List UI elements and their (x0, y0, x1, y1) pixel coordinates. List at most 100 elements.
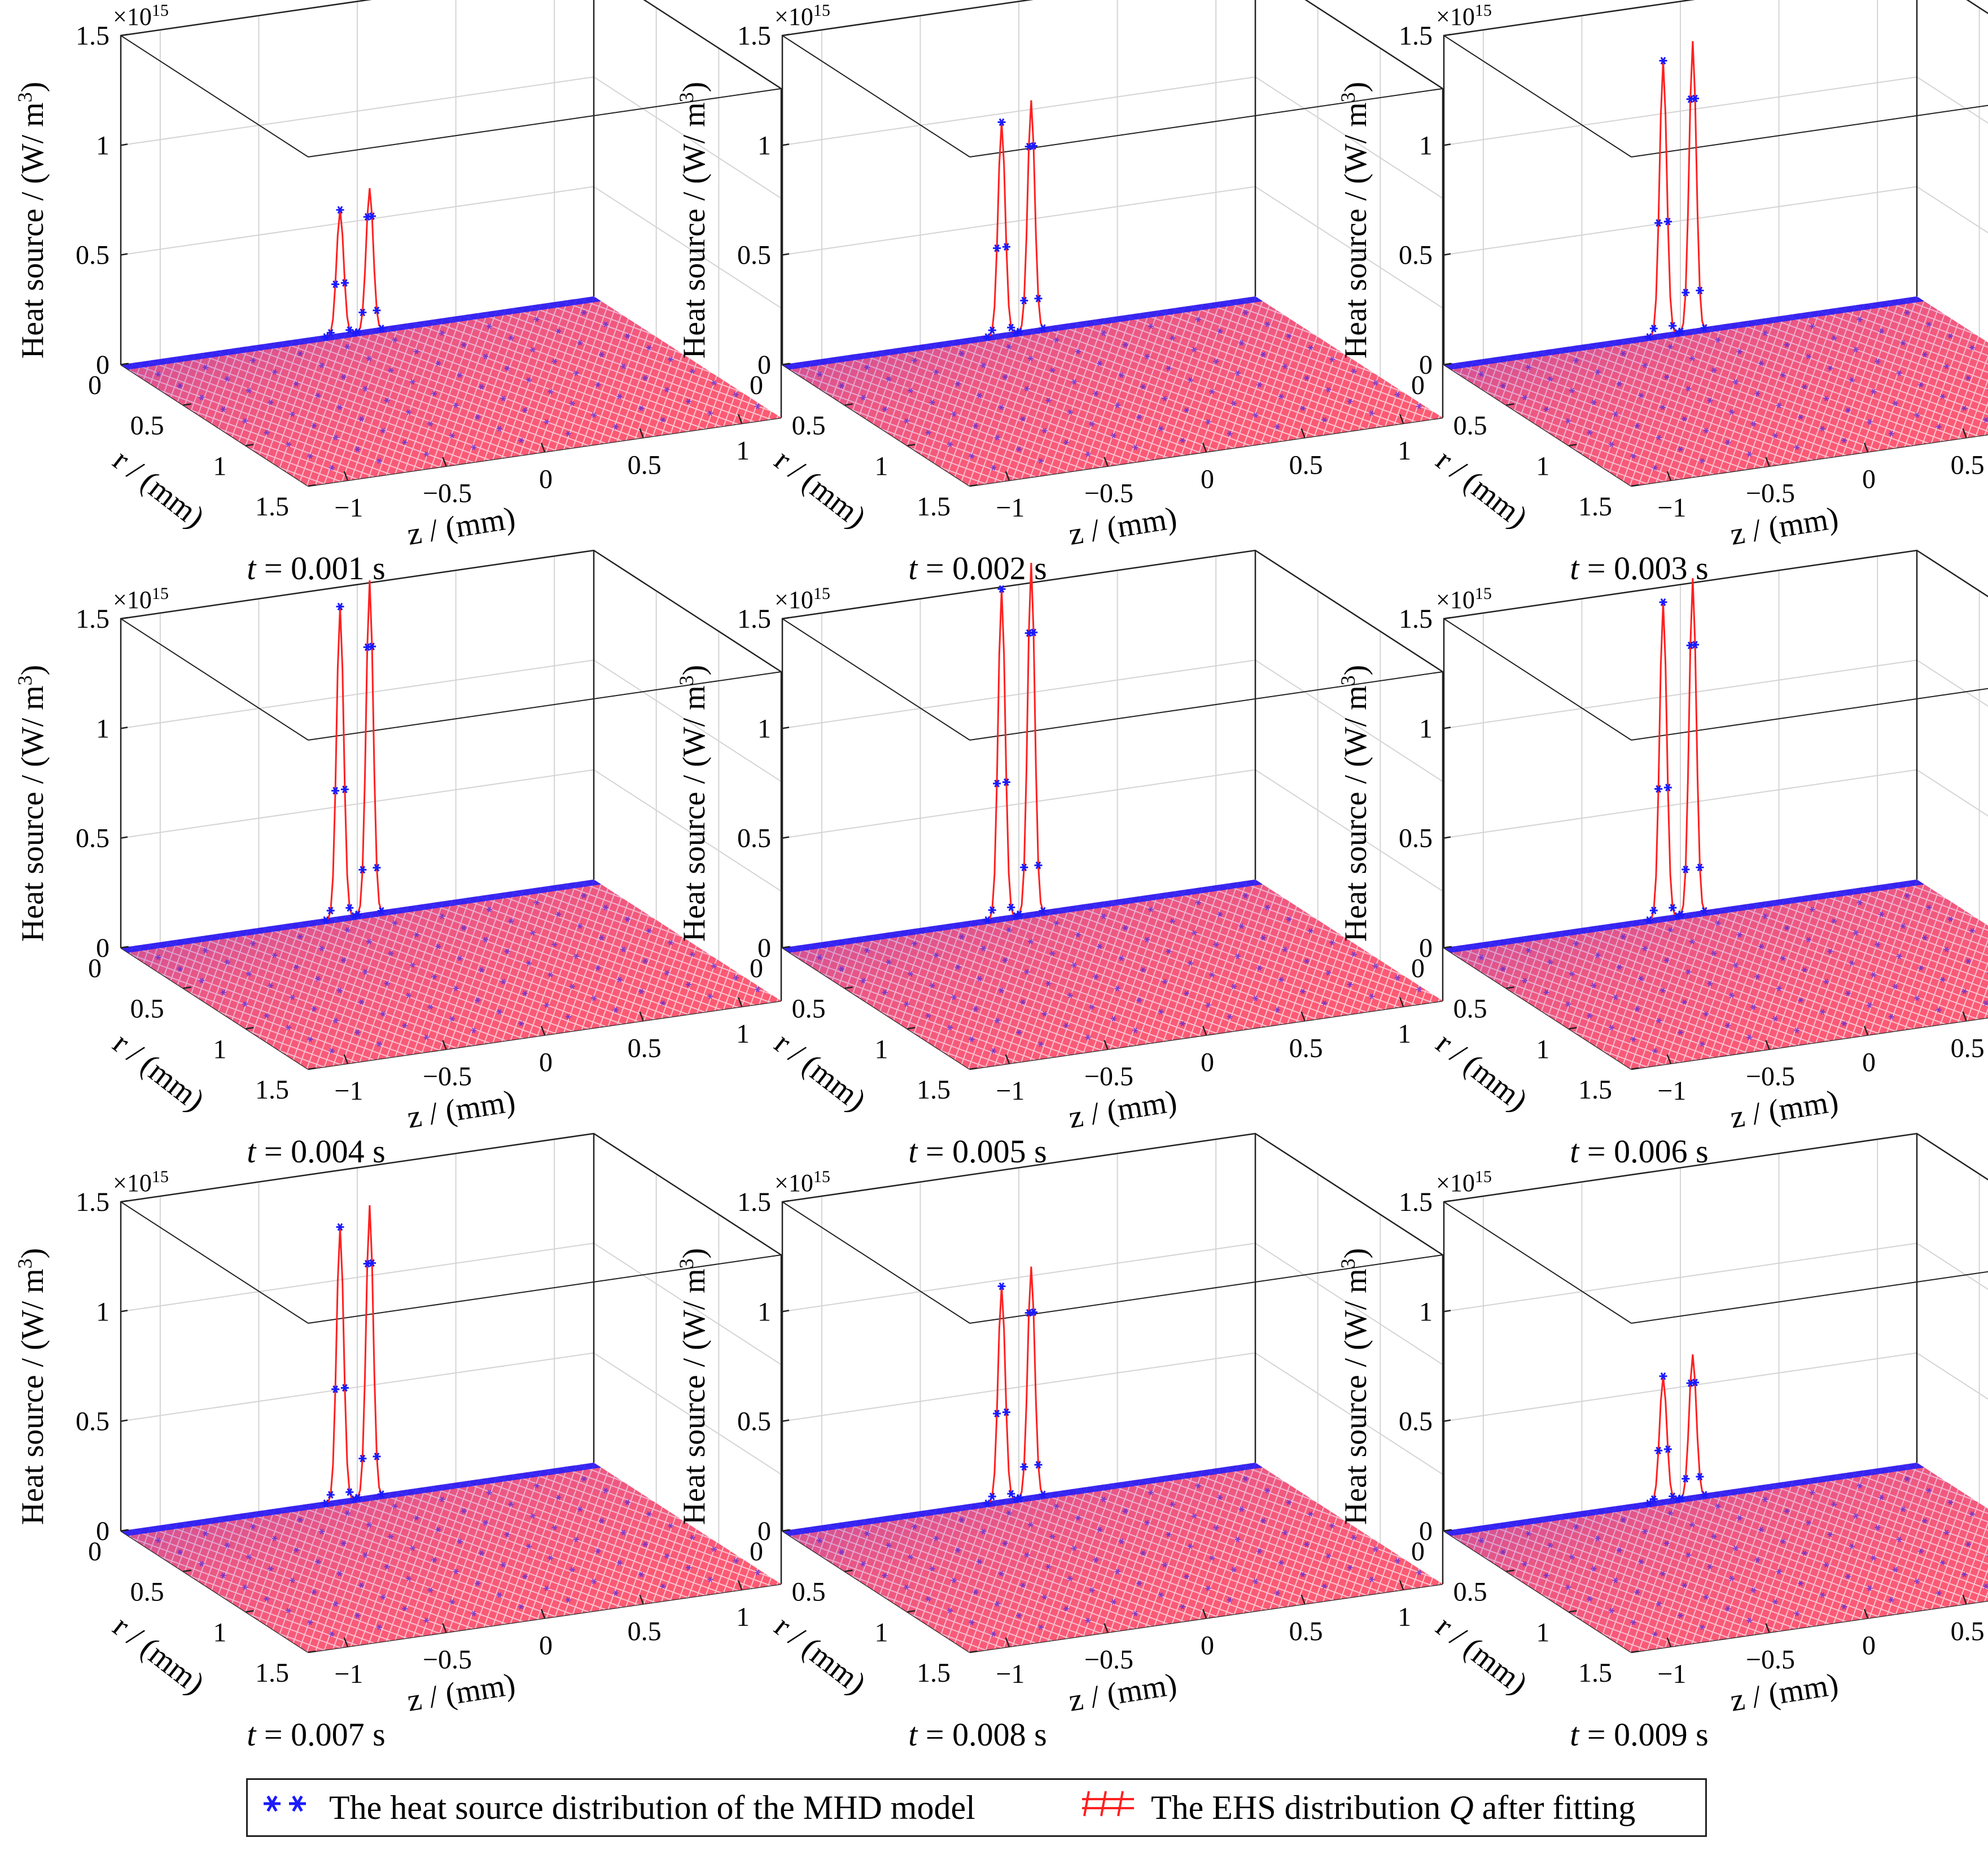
mhd-peak-marker-stroke (1697, 863, 1703, 872)
mhd-peak-marker-stroke (1683, 1475, 1689, 1483)
mhd-marker-stroke (1665, 374, 1669, 380)
ehs-peak-curve (355, 188, 384, 334)
mhd-marker-stroke (290, 994, 295, 1000)
mhd-marker-stroke (734, 1558, 738, 1564)
mhd-marker-stroke (509, 335, 513, 341)
mhd-marker-stroke (523, 407, 527, 413)
q-tick-label: 0.5 (1399, 824, 1433, 854)
unit-power: 3 (14, 92, 36, 102)
mhd-marker-stroke (345, 1510, 349, 1516)
exponent-label: ×1015 (113, 584, 169, 614)
mhd-marker-stroke (818, 1537, 822, 1543)
z-tick (1300, 428, 1306, 438)
mhd-marker-stroke (487, 907, 492, 912)
mhd-marker-stroke (861, 978, 865, 984)
ehs-peak-curve (354, 580, 384, 917)
mhd-marker-stroke (1149, 323, 1153, 329)
mhd-marker-stroke (1544, 1573, 1549, 1578)
mhd-marker-stroke (531, 930, 535, 936)
mhd-marker-stroke (1210, 1555, 1214, 1561)
z-tick-label: 1 (1398, 436, 1411, 466)
mhd-marker-stroke (1704, 428, 1708, 434)
mhd-marker-stroke (647, 1511, 651, 1517)
mhd-marker-stroke (1678, 1612, 1683, 1618)
mhd-marker-stroke (690, 951, 695, 957)
q-tick-label: 0 (96, 933, 110, 963)
mhd-marker-stroke (1879, 1494, 1884, 1500)
mhd-marker-stroke (367, 356, 371, 361)
r-tick-label: 1 (213, 1617, 226, 1647)
mhd-band (1444, 880, 1925, 953)
mhd-marker-stroke (432, 974, 436, 980)
mhd-marker-stroke (618, 393, 621, 400)
r-tick-label: 1 (1536, 1034, 1549, 1064)
mhd-marker-stroke (1417, 1569, 1421, 1576)
mhd-marker-stroke (578, 923, 583, 929)
q-tick (782, 836, 790, 839)
mhd-marker-stroke (1137, 1580, 1141, 1586)
mhd-marker-stroke (334, 1018, 338, 1023)
mhd-marker-stroke (566, 1014, 571, 1020)
mhd-marker-stroke (1348, 1565, 1352, 1570)
mhd-marker-stroke (995, 435, 1000, 440)
mhd-peak-markers (1645, 56, 1709, 341)
mhd-marker-stroke (960, 934, 964, 940)
mhd-marker-stroke (523, 1573, 527, 1580)
mhd-marker-stroke (269, 400, 273, 405)
mhd-marker-stroke (1043, 1594, 1046, 1600)
mhd-peak-marker-stroke (1692, 94, 1698, 103)
mhd-marker-stroke (1369, 994, 1374, 999)
mhd-marker-stroke (1617, 1547, 1622, 1553)
mhd-marker-stroke (531, 1513, 535, 1519)
grid-line (1255, 76, 1443, 199)
mhd-marker-stroke (647, 345, 651, 351)
mhd-marker-stroke (1923, 1518, 1927, 1524)
q-tick-label: 0.5 (737, 240, 771, 270)
mhd-marker-stroke (1501, 1549, 1505, 1555)
mhd-marker-stroke (1751, 421, 1755, 427)
grid-line (1255, 1243, 1443, 1366)
legend-item-mhd: The heat source distribution of the MHD … (258, 1780, 975, 1835)
mhd-peak-marker-stroke (1692, 1379, 1698, 1386)
mhd-marker-stroke (1261, 352, 1266, 357)
mhd-marker-stroke (1842, 438, 1846, 444)
exponent-power: 15 (152, 584, 169, 603)
mhd-marker-stroke (1592, 400, 1596, 405)
mhd-marker-stroke (1046, 981, 1050, 987)
axis-box-edge (308, 1254, 782, 1324)
mhd-marker-stroke (1897, 370, 1902, 376)
mhd-marker-stroke (367, 939, 371, 944)
chart-panel: 0 0.5 1 1.5 0 0.5 1 1.5 −1 −0.5 0 0.5 1 ×1015 Heat sou… (14, 1132, 782, 1753)
mhd-marker-stroke (1184, 1573, 1189, 1580)
mhd-marker-stroke (527, 1543, 531, 1549)
mhd-marker-stroke (668, 939, 673, 946)
mhd-peak-marker-stroke (369, 1259, 375, 1267)
mhd-peak-marker-stroke (332, 1385, 338, 1393)
mhd-marker-stroke (410, 379, 415, 385)
mhd-marker-stroke (1962, 1572, 1967, 1578)
mhd-marker-stroke (708, 1577, 712, 1582)
mhd-marker-stroke (462, 1508, 466, 1514)
mhd-marker-stroke (912, 357, 917, 364)
q-tick (120, 1310, 128, 1313)
mhd-peak-marker-stroke (364, 1259, 370, 1268)
unit-close: ) (1338, 82, 1373, 93)
mhd-peak-marker-stroke (374, 864, 380, 872)
r-axis-label: r / (mm) (106, 1609, 211, 1701)
r-axis-label: r / (mm) (768, 1609, 872, 1701)
mhd-marker-stroke (1806, 1520, 1811, 1526)
q-tick (120, 1200, 128, 1203)
unit-power: 3 (1337, 92, 1359, 102)
grid-line (1916, 769, 1988, 817)
mhd-marker-stroke (1635, 1006, 1639, 1012)
mhd-marker-stroke (1196, 317, 1201, 322)
mhd-marker-stroke (1574, 940, 1578, 947)
grid-line (593, 769, 782, 892)
time-value: = 0.004 s (256, 1133, 385, 1170)
mhd-marker-stroke (1854, 1513, 1858, 1519)
z-tick-label: 0 (539, 465, 553, 495)
mhd-peak-markers (983, 1282, 1047, 1507)
mhd-marker-stroke (1330, 356, 1334, 362)
mhd-marker-stroke (221, 1573, 226, 1578)
mhd-marker-stroke (1323, 1583, 1326, 1589)
